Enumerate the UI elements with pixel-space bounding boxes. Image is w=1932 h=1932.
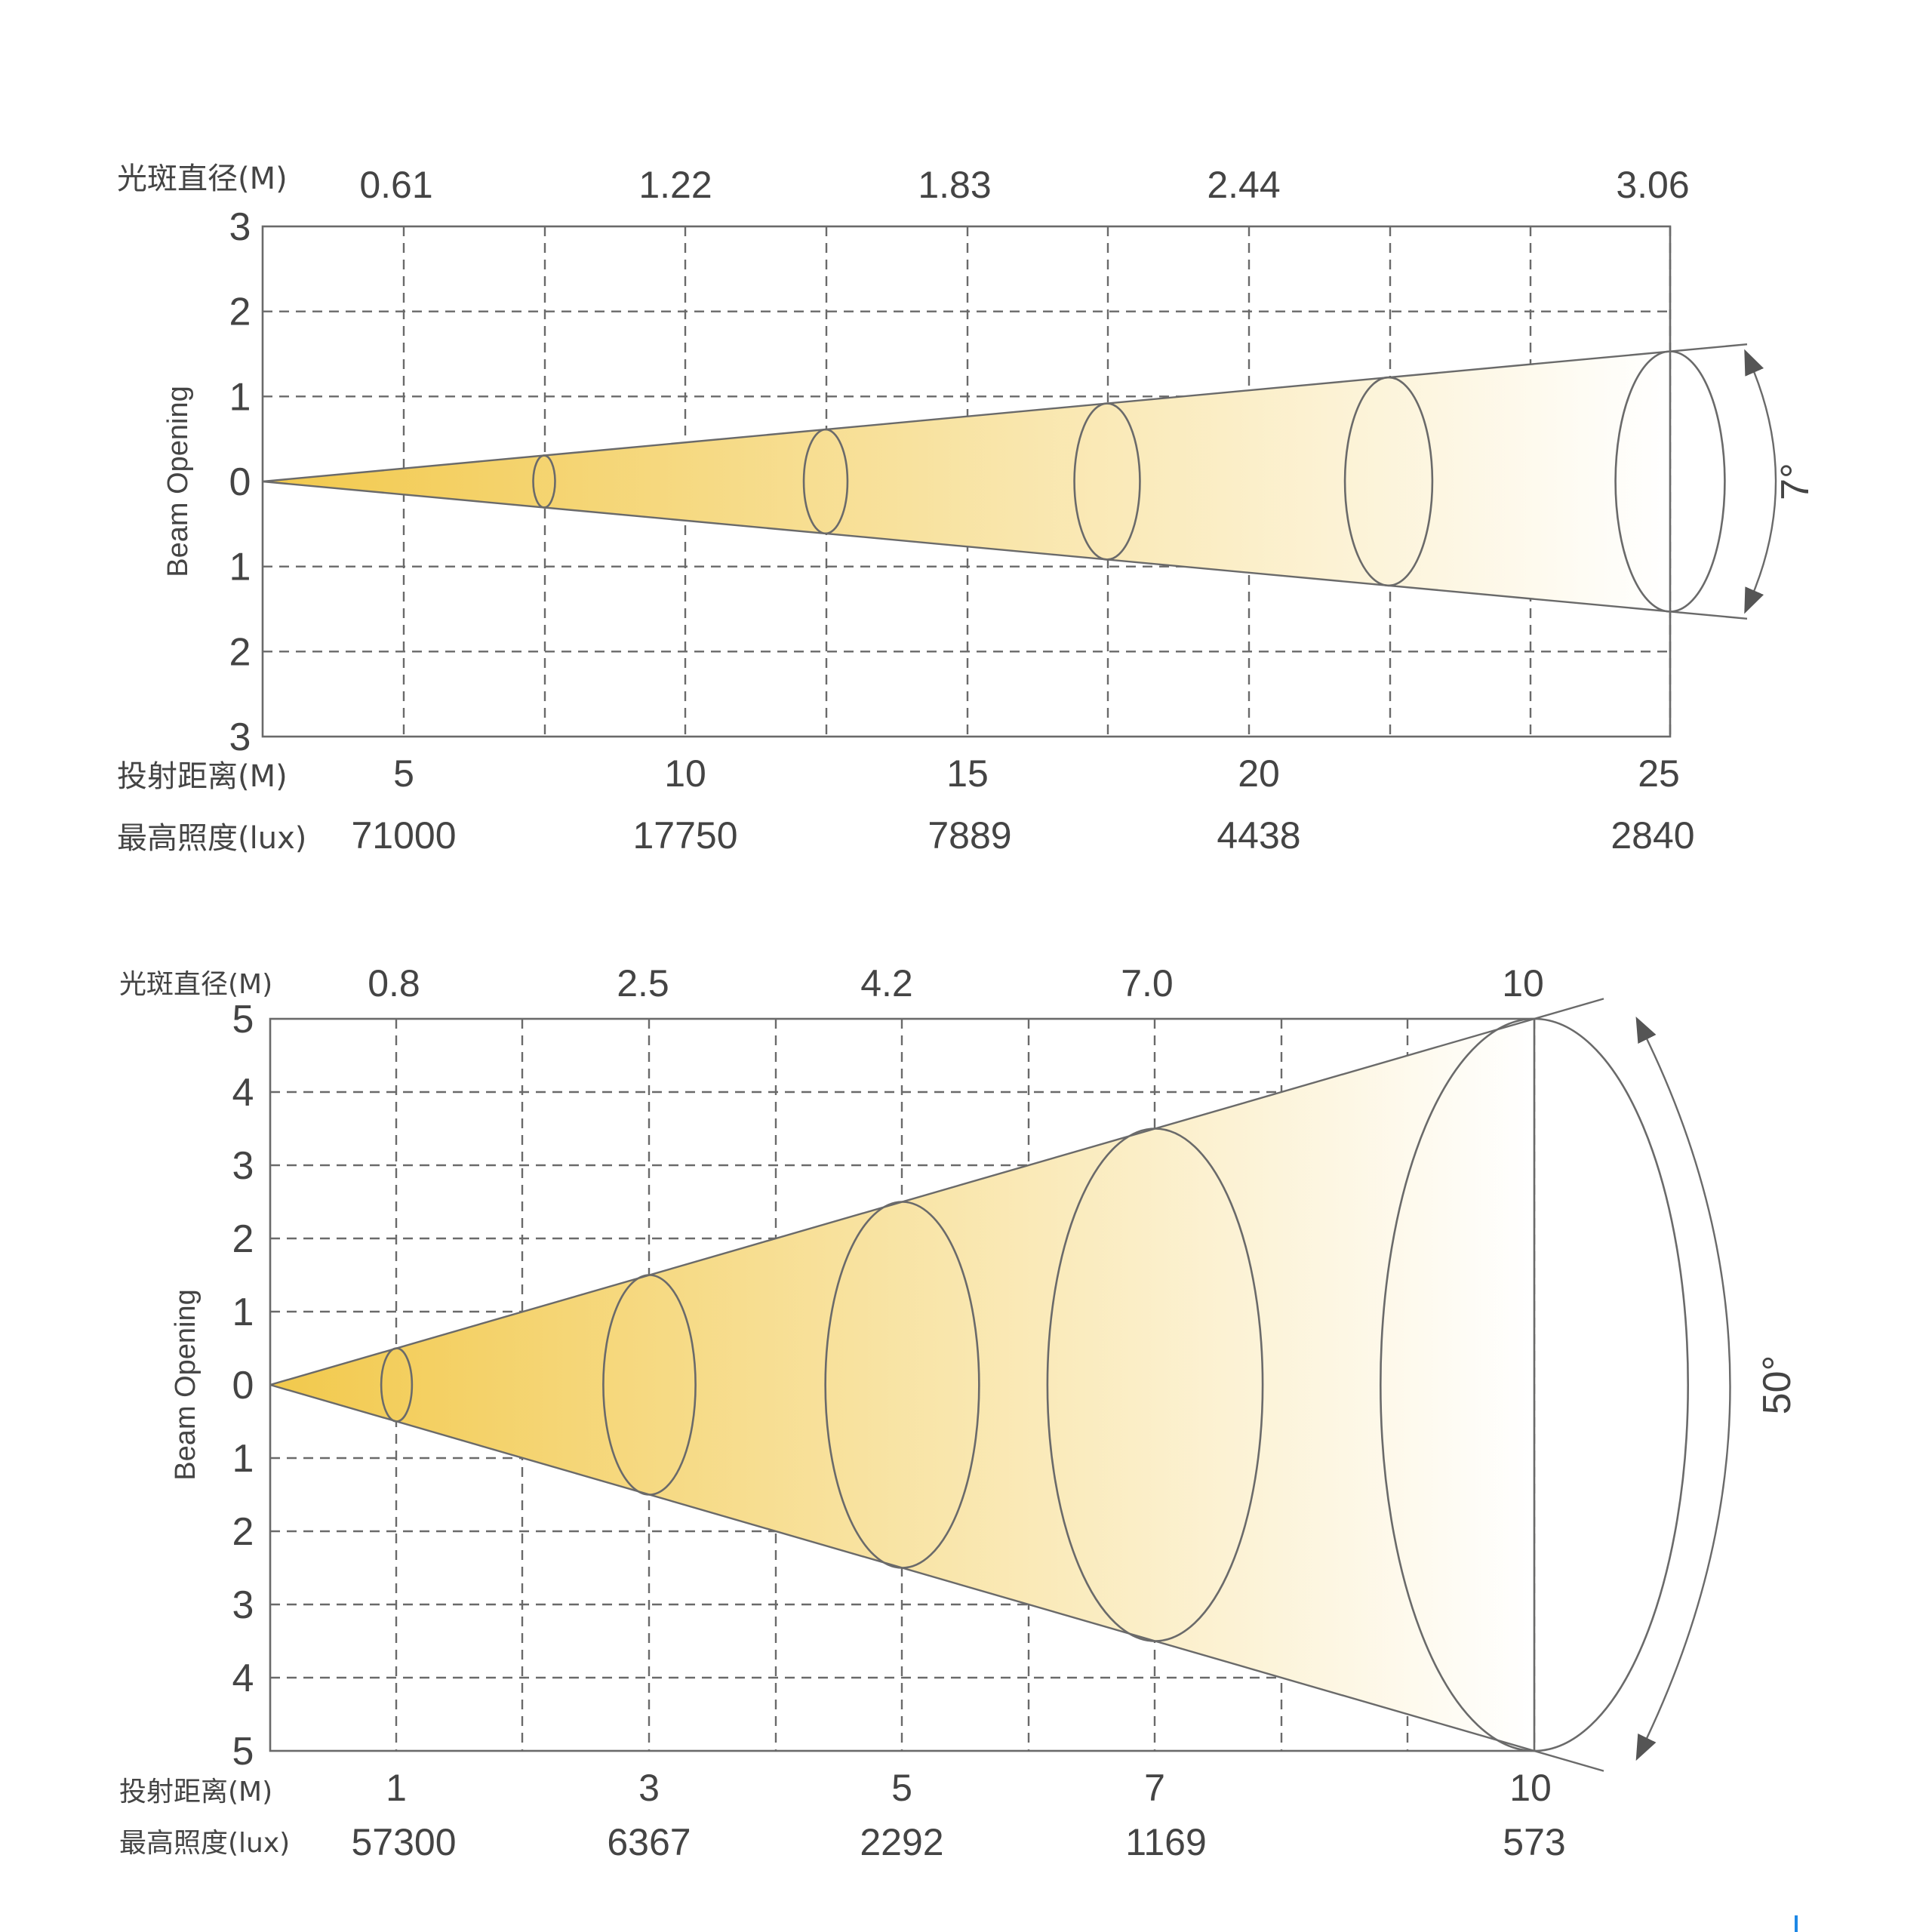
y-tick-label: 4 (232, 1071, 254, 1115)
beam-cone (269, 998, 1604, 1772)
distance-value: 1 (386, 1767, 407, 1809)
distance-value: 10 (1509, 1767, 1552, 1809)
angle-label: 50° (1755, 1355, 1799, 1415)
diameter-value: 2.5 (617, 962, 669, 1004)
beam-spot-ellipse (1073, 402, 1141, 561)
y-tick-label: 1 (232, 1437, 254, 1481)
distance-value: 5 (393, 752, 414, 795)
plot-frame (269, 1017, 1536, 1752)
distance-value: 5 (891, 1767, 912, 1809)
distance-value: 7 (1144, 1767, 1165, 1809)
distance-value: 20 (1238, 752, 1280, 795)
diameter-value: 7.0 (1121, 962, 1174, 1004)
plot-frame (261, 225, 1672, 738)
y-axis-label: Beam Opening (162, 386, 194, 577)
beam-edge-top (262, 343, 1748, 483)
diameter-value: 3.06 (1616, 164, 1689, 206)
illuminance-value: 6367 (607, 1821, 691, 1863)
angle-indicator: 7° (1744, 349, 1817, 614)
y-tick-labels: 3 2 1 0 1 2 3 (229, 205, 251, 759)
angle-arc (1744, 349, 1777, 614)
beam-cone (262, 343, 1748, 620)
y-tick-label: 3 (229, 205, 251, 249)
beam-edge-top (269, 998, 1604, 1386)
beam-spot-ellipse (602, 1274, 697, 1496)
diameter-value: 0.8 (368, 962, 420, 1004)
diameter-values: 0.8 2.5 4.2 7.0 10 (368, 962, 1544, 1004)
y-tick-label: 0 (229, 460, 251, 504)
y-tick-labels: 5 4 3 2 1 0 1 2 3 4 5 (232, 998, 254, 1774)
y-tick-label: 2 (229, 630, 251, 674)
y-tick-label: 1 (229, 375, 251, 419)
illuminance-value: 17750 (632, 814, 737, 857)
distance-row-label: 投射距离(M) (117, 759, 288, 794)
illuminance-values: 71000 17750 7889 4438 2840 (351, 814, 1694, 857)
illuminance-value: 2292 (860, 1821, 943, 1863)
illuminance-values: 57300 6367 2292 1169 573 (351, 1821, 1565, 1863)
diameter-value: 1.83 (918, 164, 991, 206)
y-tick-label: 3 (229, 715, 251, 759)
distance-row-label: 投射距离(M) (119, 1777, 272, 1807)
distance-values: 5 10 15 20 25 (393, 752, 1680, 795)
beam-fill (270, 1019, 1534, 1751)
diameter-values: 0.61 1.22 1.83 2.44 3.06 (359, 164, 1689, 206)
illuminance-value: 71000 (351, 814, 456, 857)
illuminance-value: 57300 (351, 1821, 456, 1863)
beam-spot-ellipse (824, 1201, 980, 1569)
distance-value: 10 (664, 752, 706, 795)
distance-value: 15 (946, 752, 989, 795)
blue-accent-mark (1795, 1915, 1798, 1932)
beam-edge-bottom (262, 480, 1748, 620)
illuminance-value: 7889 (928, 814, 1011, 857)
y-tick-label: 1 (229, 546, 251, 589)
beam-spot-ellipse (532, 454, 556, 509)
beam-spot-ellipse (802, 428, 849, 535)
distance-value: 25 (1638, 752, 1680, 795)
illuminance-value: 2840 (1611, 814, 1694, 857)
diameter-value: 0.61 (359, 164, 432, 206)
beam-spot-ellipse (1046, 1128, 1264, 1642)
y-tick-label: 0 (232, 1364, 254, 1407)
illuminance-value: 573 (1503, 1821, 1565, 1863)
diameter-value: 10 (1502, 962, 1544, 1004)
y-tick-label: 3 (232, 1583, 254, 1627)
y-axis-label: Beam Opening (170, 1289, 202, 1481)
distance-values: 1 3 5 7 10 (386, 1767, 1552, 1809)
y-tick-label: 2 (229, 291, 251, 334)
illuminance-value: 4438 (1217, 814, 1300, 857)
beam-spot-ellipse (1343, 376, 1434, 587)
diameter-value: 2.44 (1207, 164, 1280, 206)
y-tick-label: 2 (232, 1510, 254, 1554)
y-tick-label: 4 (232, 1657, 254, 1700)
y-tick-label: 3 (232, 1144, 254, 1188)
diameter-value: 4.2 (860, 962, 913, 1004)
illuminance-row-label: 最高照度(lux) (119, 1828, 290, 1859)
illuminance-row-label: 最高照度(lux) (117, 821, 306, 856)
angle-indicator: 50° (1635, 1016, 1799, 1761)
diameter-row-label: 光斑直径(M) (117, 162, 288, 196)
angle-label: 7° (1774, 463, 1817, 500)
diameter-row-label: 光斑直径(M) (119, 969, 272, 1000)
y-tick-label: 5 (232, 1730, 254, 1774)
y-tick-label: 5 (232, 998, 254, 1041)
beam-edge-bottom (269, 1383, 1604, 1772)
y-tick-label: 2 (232, 1217, 254, 1261)
beam-fill (263, 351, 1670, 612)
illuminance-value: 1169 (1125, 1821, 1207, 1863)
beam-spot-ellipse (380, 1347, 414, 1423)
y-tick-label: 1 (232, 1291, 254, 1334)
diameter-value: 1.22 (638, 164, 712, 206)
distance-value: 3 (638, 1767, 660, 1809)
angle-arc (1635, 1016, 1731, 1761)
